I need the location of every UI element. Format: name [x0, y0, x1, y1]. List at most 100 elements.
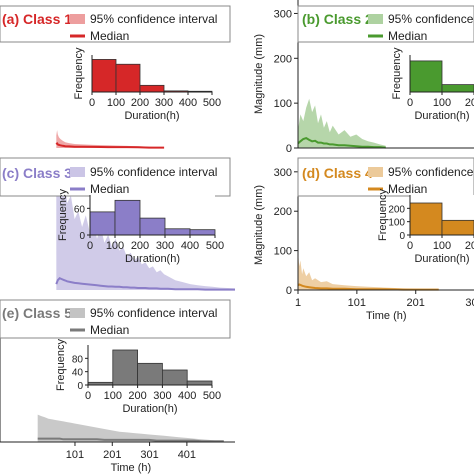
median-line — [55, 141, 165, 149]
inset-x-tick-label: 400 — [179, 97, 197, 109]
y-tick-label: 0 — [286, 285, 292, 297]
ci-band — [56, 130, 165, 148]
histogram-bar — [441, 219, 474, 236]
inset-x-tick-label: 200 — [465, 97, 474, 109]
panel-2: 0 100 200 300 Magnitude (mm) (b) Class 2 95% c… — [253, 0, 474, 155]
panel-label: (c) Class 3 — [2, 165, 72, 181]
x-tick-label: 101 — [66, 449, 84, 461]
inset-x-tick-label: 500 — [203, 97, 221, 109]
inset-x-tick-label: 400 — [178, 390, 196, 402]
histogram-bar — [189, 229, 216, 236]
inset-y-tick-label: 100 — [388, 218, 405, 229]
y-tick-label: 100 — [274, 246, 292, 258]
x-axis-label: Time (h) — [366, 310, 407, 322]
legend-ci-label: 95% confidence interval — [90, 306, 217, 320]
legend-ci-label: 95% confidence interval — [388, 165, 474, 179]
y-tick-label: 300 — [274, 8, 292, 20]
inset-histogram: 0 100 200 300 400 500 Duration(h) 0 60 Frequency — [57, 189, 224, 265]
legend-ci-label: 95% confidence interval — [90, 165, 217, 179]
inset-x-tick-label: 200 — [128, 390, 146, 402]
inset-x-tick-label: 0 — [407, 97, 413, 109]
inset-x-tick-label: 200 — [131, 240, 149, 252]
histogram-bar — [91, 59, 117, 93]
x-tick-label: 101 — [348, 297, 366, 309]
legend-ci-swatch — [70, 14, 85, 24]
legend-median-label: Median — [90, 323, 129, 337]
legend-ci-label: 95% confidence interval — [388, 12, 474, 26]
panel-label: (b) Class 2 — [302, 11, 373, 27]
inset-x-tick-label: 300 — [153, 390, 171, 402]
histogram-bar — [164, 228, 191, 236]
inset-x-axis-label: Duration(h) — [414, 253, 469, 265]
inset-y-tick-label: 80 — [72, 354, 84, 365]
inset-histogram: 0 100 200 300 400 500 Duration(h) Frequency — [73, 47, 221, 122]
legend-median-label: Median — [90, 29, 129, 43]
inset-y-axis-label: Frequency — [57, 189, 69, 241]
y-tick-label: 200 — [274, 206, 292, 218]
legend-box — [0, 5, 231, 43]
median-line — [55, 276, 235, 291]
inset-x-axis-label: Duration(h) — [124, 110, 179, 122]
x-tick-label: 401 — [178, 449, 196, 461]
histogram-bar — [441, 84, 474, 93]
inset-y-axis-label: Frequency — [55, 339, 67, 391]
histogram-bar — [112, 349, 139, 386]
median-line — [297, 137, 386, 149]
histogram-bar — [139, 217, 166, 236]
histogram-bar — [161, 369, 188, 386]
y-tick-label: 100 — [274, 98, 292, 110]
inset-y-tick-label: 0 — [77, 381, 83, 392]
inset-x-tick-label: 500 — [206, 240, 224, 252]
panel-5: 101 201 301 401 Time (h) (e) Class 5 95% confi… — [0, 299, 235, 474]
legend-box — [0, 299, 231, 339]
x-tick-label: 301 — [140, 449, 158, 461]
y-tick-label: 300 — [274, 167, 292, 179]
inset-x-axis-label: Duration(h) — [414, 110, 469, 122]
inset-x-tick-label: 100 — [433, 97, 451, 109]
inset-x-tick-label: 400 — [181, 240, 199, 252]
legend-box — [297, 5, 474, 43]
median-line — [37, 437, 224, 443]
ci-band — [37, 414, 224, 442]
inset-x-axis-label: Duration(h) — [122, 403, 177, 415]
inset-x-tick-label: 100 — [106, 240, 124, 252]
legend-median-label: Median — [90, 182, 129, 196]
inset-x-tick-label: 500 — [203, 390, 221, 402]
panel-3: (c) Class 3 95% confidence interval Median… — [0, 157, 235, 291]
inset-y-axis-label: Frequency — [73, 47, 85, 99]
panel-label: (a) Class 1 — [2, 11, 72, 27]
panel-label: (d) Class 4 — [302, 165, 373, 181]
inset-x-tick-label: 0 — [89, 97, 95, 109]
panel-label: (e) Class 5 — [2, 305, 72, 321]
legend-ci-swatch — [368, 167, 383, 177]
inset-x-axis-label: Duration(h) — [125, 253, 180, 265]
legend-ci-label: 95% confidence interval — [90, 12, 217, 26]
ci-band — [298, 250, 439, 290]
inset-x-tick-label: 300 — [156, 240, 174, 252]
histogram-bar — [139, 84, 165, 93]
histogram-bar — [115, 63, 141, 93]
inset-x-tick-label: 200 — [131, 97, 149, 109]
legend-ci-swatch — [70, 167, 85, 177]
inset-x-tick-label: 0 — [87, 240, 93, 252]
histogram-bar — [409, 60, 443, 93]
inset-y-tick-label: 60 — [74, 204, 86, 215]
histogram-bar — [137, 362, 163, 386]
inset-histogram: 0 100 200Duration(h) Frequency — [391, 47, 474, 122]
inset-x-tick-label: 300 — [155, 97, 173, 109]
x-axis-label: Time (h) — [111, 462, 152, 474]
x-tick-label: 301 — [465, 297, 474, 309]
ci-band — [56, 163, 235, 290]
inset-y-tick-label: 0 — [399, 231, 405, 242]
histogram-bar — [409, 202, 443, 236]
inset-y-axis-label: Frequency — [377, 189, 389, 241]
inset-x-tick-label: 0 — [407, 240, 413, 252]
panel-1: (a) Class 1 95% confidence interval Median… — [0, 5, 231, 149]
ci-band — [298, 98, 386, 148]
legend-box — [297, 157, 474, 197]
inset-x-tick-label: 200 — [465, 240, 474, 252]
histogram-bar — [89, 211, 116, 236]
